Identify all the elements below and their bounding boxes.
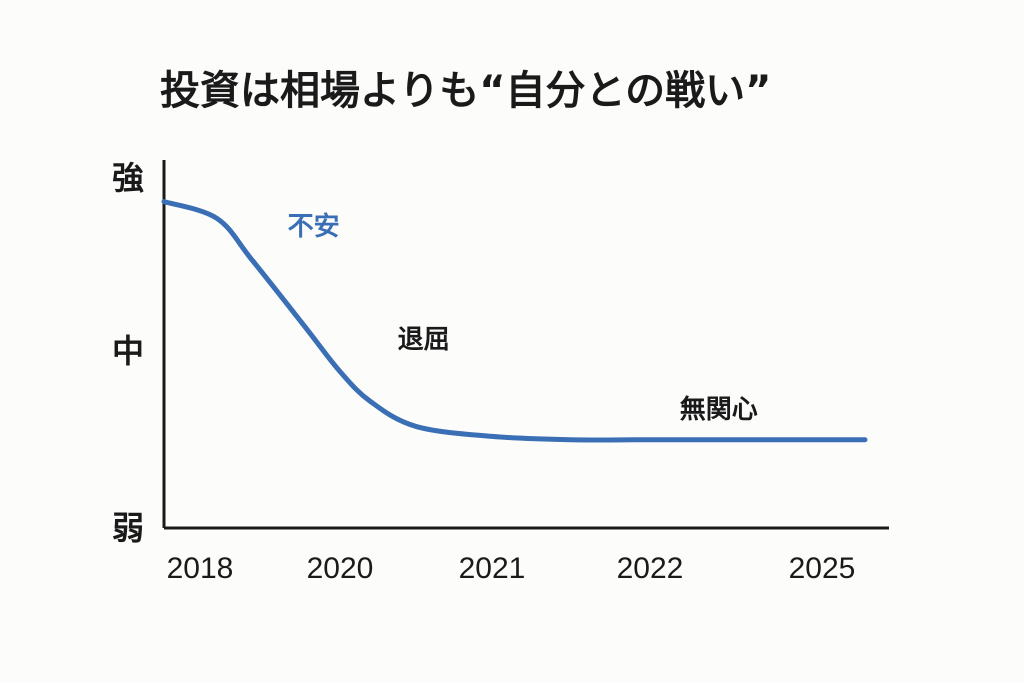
x-tick-label: 2021 (459, 552, 526, 585)
curve-annotation: 退屈 (398, 325, 450, 355)
chart-title: 投資は相場よりも“自分との戦い” (160, 68, 772, 114)
x-tick-label: 2020 (307, 552, 374, 585)
y-tick-label: 中 (112, 332, 144, 370)
y-tick-label: 強 (112, 159, 144, 197)
x-tick-label: 2018 (167, 552, 234, 585)
curve-annotation: 不安 (288, 212, 340, 242)
series-line (161, 199, 868, 443)
x-tick-label: 2022 (617, 552, 684, 585)
curve-annotation: 無関心 (680, 395, 758, 425)
y-tick-label: 弱 (112, 509, 144, 547)
x-tick-label: 2025 (789, 552, 856, 585)
